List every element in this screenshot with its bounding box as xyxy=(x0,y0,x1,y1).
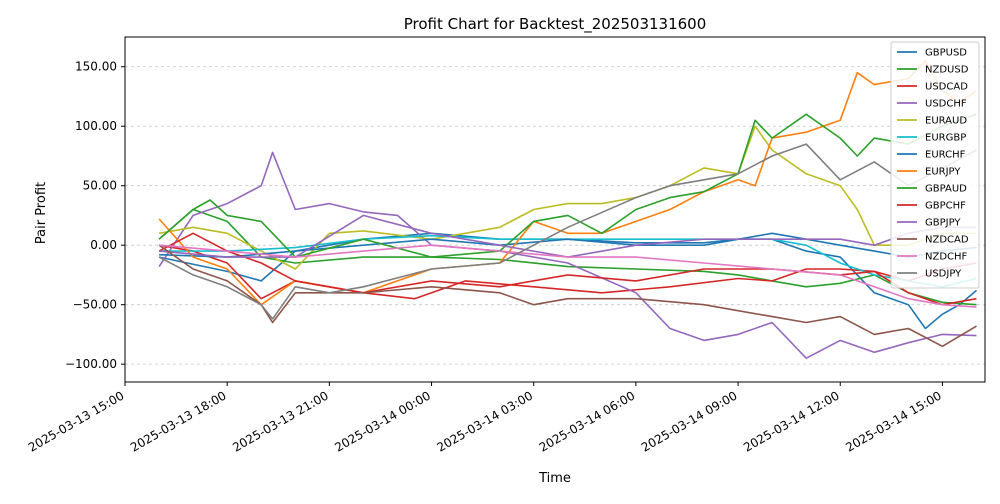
x-tick-label: 2025-03-14 00:00 xyxy=(332,388,433,454)
x-tick-label: 2025-03-14 12:00 xyxy=(741,388,842,454)
legend-label: GBPJPY xyxy=(925,218,961,229)
legend-label: GBPCHF xyxy=(925,201,966,212)
x-tick-label: 2025-03-14 15:00 xyxy=(843,388,944,454)
legend-label: EURCHF xyxy=(925,150,966,161)
y-tick-label: 50.00 xyxy=(83,179,117,193)
legend-label: EURGBP xyxy=(925,133,966,144)
y-tick-label: −100.00 xyxy=(65,357,117,371)
x-tick-label: 2025-03-14 06:00 xyxy=(537,388,638,454)
series-line-gbpusd xyxy=(158,232,978,330)
legend-label: NZDCAD xyxy=(925,235,969,246)
legend-label: USDCHF xyxy=(925,99,967,110)
series-line-gbpaud xyxy=(158,113,977,258)
y-axis: −100.00 −50.00 0.00 50.00 100.00 150.00 xyxy=(65,60,125,371)
legend-label: GBPAUD xyxy=(925,184,967,195)
y-tick-label: −50.00 xyxy=(73,298,117,312)
legend-label: EURJPY xyxy=(925,167,961,178)
x-axis-label: Time xyxy=(538,471,571,486)
series-line-nzdchf xyxy=(159,244,977,308)
x-tick-label: 2025-03-13 18:00 xyxy=(128,388,229,454)
legend-label: GBPUSD xyxy=(925,48,967,59)
series-line-usdchf xyxy=(158,151,977,360)
grid-lines xyxy=(125,66,985,365)
x-tick-label: 2025-03-14 09:00 xyxy=(639,388,740,454)
series-line-gbpchf xyxy=(158,232,977,306)
legend-label: USDCAD xyxy=(925,82,968,93)
y-tick-label: 0.00 xyxy=(90,238,117,252)
y-tick-label: 150.00 xyxy=(75,60,117,74)
plot-area xyxy=(124,36,986,383)
legend-label: NZDUSD xyxy=(925,65,969,76)
legend-label: NZDCHF xyxy=(925,252,968,263)
series-line-usdjpy xyxy=(158,143,977,320)
y-tick-label: 100.00 xyxy=(75,119,117,133)
y-axis-label: Pair Profit xyxy=(34,182,49,244)
series-line-gbpjpy xyxy=(159,214,977,258)
x-axis: 2025-03-13 15:00 2025-03-13 18:00 2025-03-… xyxy=(26,382,944,455)
x-tick-label: 2025-03-13 15:00 xyxy=(26,388,127,454)
chart-title: Profit Chart for Backtest_202503131600 xyxy=(404,15,707,34)
series-lines xyxy=(158,59,978,360)
x-tick-label: 2025-03-14 03:00 xyxy=(435,388,536,454)
legend-label: USDJPY xyxy=(925,269,962,280)
x-tick-label: 2025-03-13 21:00 xyxy=(230,388,331,454)
legend: GBPUSD NZDUSD USDCAD USDCHF EURAUD EURGBP EURC… xyxy=(890,41,980,289)
legend-label: EURAUD xyxy=(925,116,967,127)
